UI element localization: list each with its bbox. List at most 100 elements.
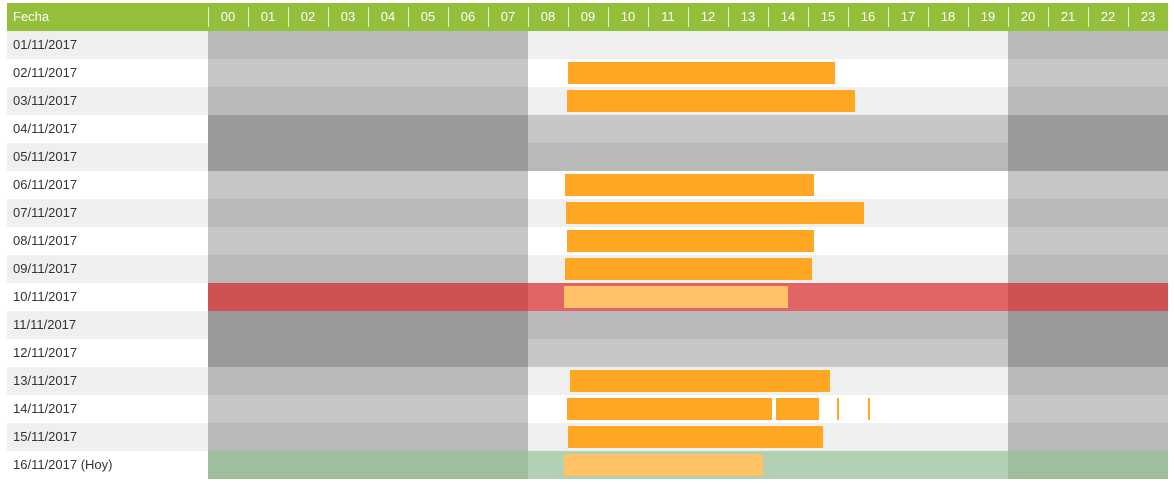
hour-separator [1008,7,1009,27]
hour-separator [968,7,969,27]
schedule-row[interactable]: 11/11/2017 [7,311,1168,339]
work-hours-cell [528,143,1008,171]
hour-header: 02 [300,9,316,24]
time-entry-bar[interactable] [565,174,815,196]
row-date: 12/11/2017 [7,339,208,367]
hour-header: 19 [980,9,996,24]
schedule-row[interactable]: 12/11/2017 [7,339,1168,367]
row-date: 16/11/2017 (Hoy) [7,451,208,479]
off-hours-cell [208,171,528,199]
hour-separator [808,7,809,27]
hour-separator [288,7,289,27]
time-entry-bar[interactable] [567,230,815,252]
schedule-row[interactable]: 06/11/2017 [7,171,1168,199]
hour-header: 17 [900,9,916,24]
row-date: 04/11/2017 [7,115,208,143]
schedule-row[interactable]: 02/11/2017 [7,59,1168,87]
off-hours-cell [1008,227,1168,255]
schedule-row[interactable]: 07/11/2017 [7,199,1168,227]
time-entry-bar[interactable] [568,62,835,84]
time-entry-bar[interactable] [564,454,763,476]
schedule-row[interactable]: 15/11/2017 [7,423,1168,451]
time-entry-bar[interactable] [565,258,813,280]
hour-separator [648,7,649,27]
off-hours-cell [208,283,528,311]
hour-separator [528,7,529,27]
hour-header: 08 [540,9,556,24]
schedule-row[interactable]: 16/11/2017 (Hoy) [7,451,1168,479]
time-entry-bar[interactable] [567,398,773,420]
time-entry-bar[interactable] [568,426,824,448]
off-hours-cell [1008,283,1168,311]
schedule-row[interactable]: 08/11/2017 [7,227,1168,255]
row-date: 14/11/2017 [7,395,208,423]
time-entry-bar[interactable] [868,398,871,420]
schedule-row[interactable]: 09/11/2017 [7,255,1168,283]
hour-header: 04 [380,9,396,24]
hour-separator [448,7,449,27]
hour-separator [768,7,769,27]
off-hours-cell [1008,339,1168,367]
time-entry-bar[interactable] [837,398,840,420]
off-hours-cell [1008,311,1168,339]
hour-header: 11 [661,9,675,24]
hour-header: 16 [860,9,876,24]
off-hours-cell [1008,115,1168,143]
header-row: Fecha 00 01 02 03 04 05 06 07 08 09 10 11 12 13 14 15 16… [7,3,1168,31]
schedule-row[interactable]: 03/11/2017 [7,87,1168,115]
hour-header: 01 [260,9,276,24]
work-hours-cell [528,115,1008,143]
off-hours-cell [208,199,528,227]
schedule-row[interactable]: 13/11/2017 [7,367,1168,395]
hour-header: 18 [940,9,956,24]
row-date: 15/11/2017 [7,423,208,451]
row-date: 02/11/2017 [7,59,208,87]
hour-header: 07 [500,9,516,24]
schedule-row[interactable]: 10/11/2017 [7,283,1168,311]
row-date: 09/11/2017 [7,255,208,283]
hour-header: 00 [220,9,236,24]
hour-separator [328,7,329,27]
hour-separator [1128,7,1129,27]
schedule-row[interactable]: 14/11/2017 [7,395,1168,423]
off-hours-cell [208,31,528,59]
hour-separator [888,7,889,27]
hour-header: 06 [460,9,476,24]
off-hours-cell [208,87,528,115]
row-date: 10/11/2017 [7,283,208,311]
hour-header: 12 [700,9,716,24]
off-hours-cell [208,227,528,255]
off-hours-cell [208,451,528,479]
off-hours-cell [1008,395,1168,423]
hour-separator [488,7,489,27]
time-entry-bar[interactable] [569,370,831,392]
hour-separator [568,7,569,27]
time-entry-bar[interactable] [567,90,856,112]
hour-header: 20 [1020,9,1036,24]
hour-separator [1048,7,1049,27]
work-hours-cell [528,31,1008,59]
row-date: 05/11/2017 [7,143,208,171]
off-hours-cell [208,395,528,423]
off-hours-cell [208,423,528,451]
date-column-header: Fecha [13,9,50,24]
schedule-row[interactable]: 05/11/2017 [7,143,1168,171]
schedule-grid: Fecha 00 01 02 03 04 05 06 07 08 09 10 11 12 13 14 15 16… [7,3,1168,479]
time-entry-bar[interactable] [564,286,789,308]
time-entry-bar[interactable] [566,202,864,224]
hour-separator [728,7,729,27]
off-hours-cell [1008,171,1168,199]
hour-separator [1088,7,1089,27]
row-date: 03/11/2017 [7,87,208,115]
time-entry-bar[interactable] [776,398,819,420]
schedule-row[interactable]: 04/11/2017 [7,115,1168,143]
off-hours-cell [1008,451,1168,479]
off-hours-cell [208,143,528,171]
hour-separator [608,7,609,27]
row-date: 07/11/2017 [7,199,208,227]
row-date: 13/11/2017 [7,367,208,395]
work-hours-cell [528,339,1008,367]
hour-header: 05 [420,9,436,24]
schedule-row[interactable]: 01/11/2017 [7,31,1168,59]
hour-header: 22 [1100,9,1116,24]
